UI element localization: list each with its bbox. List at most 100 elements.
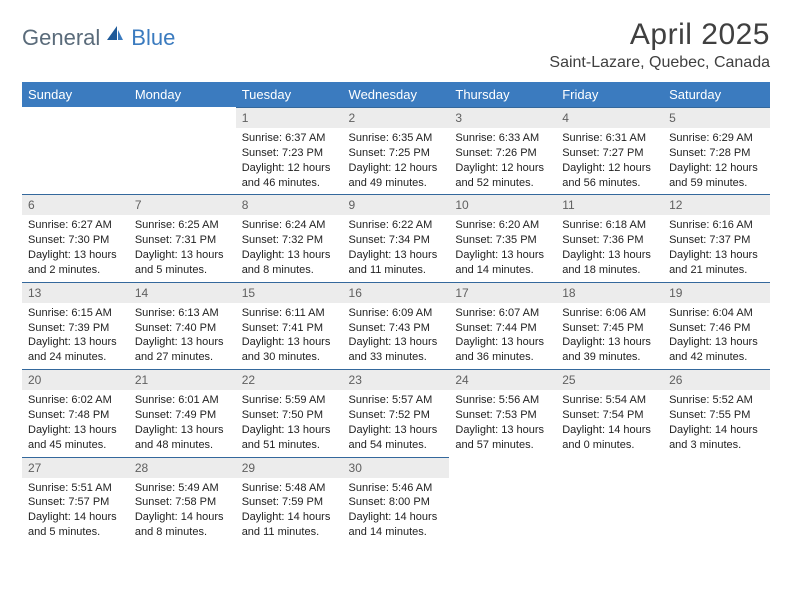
day-body: Sunrise: 6:20 AMSunset: 7:35 PMDaylight:… [449,215,556,281]
calendar-cell [663,457,770,544]
day-number: 7 [129,194,236,215]
sunrise-line: Sunrise: 6:27 AM [28,218,123,233]
daylight-line: Daylight: 13 hours and 54 minutes. [349,423,444,453]
day-header: Tuesday [236,82,343,107]
calendar-cell: 8Sunrise: 6:24 AMSunset: 7:32 PMDaylight… [236,194,343,281]
daylight-line: Daylight: 14 hours and 5 minutes. [28,510,123,540]
day-number: 30 [343,457,450,478]
day-header: Thursday [449,82,556,107]
day-number: 2 [343,107,450,128]
sunset-line: Sunset: 7:55 PM [669,408,764,423]
day-body: Sunrise: 5:51 AMSunset: 7:57 PMDaylight:… [22,478,129,544]
sunrise-line: Sunrise: 6:20 AM [455,218,550,233]
day-body: Sunrise: 5:56 AMSunset: 7:53 PMDaylight:… [449,390,556,456]
calendar-cell: 14Sunrise: 6:13 AMSunset: 7:40 PMDayligh… [129,282,236,369]
header: General Blue April 2025 Saint-Lazare, Qu… [22,18,770,72]
sunset-line: Sunset: 7:44 PM [455,321,550,336]
day-body: Sunrise: 6:27 AMSunset: 7:30 PMDaylight:… [22,215,129,281]
day-number: 1 [236,107,343,128]
calendar-cell: 9Sunrise: 6:22 AMSunset: 7:34 PMDaylight… [343,194,450,281]
sunrise-line: Sunrise: 5:51 AM [28,481,123,496]
sunrise-line: Sunrise: 6:13 AM [135,306,230,321]
sunrise-line: Sunrise: 5:48 AM [242,481,337,496]
day-body: Sunrise: 5:54 AMSunset: 7:54 PMDaylight:… [556,390,663,456]
day-body: Sunrise: 6:24 AMSunset: 7:32 PMDaylight:… [236,215,343,281]
daylight-line: Daylight: 14 hours and 0 minutes. [562,423,657,453]
sunrise-line: Sunrise: 6:02 AM [28,393,123,408]
calendar-head: SundayMondayTuesdayWednesdayThursdayFrid… [22,82,770,107]
sunrise-line: Sunrise: 5:46 AM [349,481,444,496]
sunrise-line: Sunrise: 6:22 AM [349,218,444,233]
day-number: 18 [556,282,663,303]
calendar-cell: 30Sunrise: 5:46 AMSunset: 8:00 PMDayligh… [343,457,450,544]
daylight-line: Daylight: 13 hours and 45 minutes. [28,423,123,453]
day-body: Sunrise: 6:06 AMSunset: 7:45 PMDaylight:… [556,303,663,369]
sunset-line: Sunset: 7:32 PM [242,233,337,248]
sunset-line: Sunset: 7:49 PM [135,408,230,423]
sunset-line: Sunset: 7:25 PM [349,146,444,161]
sunset-line: Sunset: 7:46 PM [669,321,764,336]
daylight-line: Daylight: 13 hours and 5 minutes. [135,248,230,278]
daylight-line: Daylight: 13 hours and 30 minutes. [242,335,337,365]
calendar-cell: 1Sunrise: 6:37 AMSunset: 7:23 PMDaylight… [236,107,343,194]
daylight-line: Daylight: 13 hours and 21 minutes. [669,248,764,278]
sunset-line: Sunset: 7:34 PM [349,233,444,248]
day-body: Sunrise: 6:11 AMSunset: 7:41 PMDaylight:… [236,303,343,369]
day-number: 16 [343,282,450,303]
daylight-line: Daylight: 13 hours and 27 minutes. [135,335,230,365]
day-body: Sunrise: 6:25 AMSunset: 7:31 PMDaylight:… [129,215,236,281]
day-number: 24 [449,369,556,390]
daylight-line: Daylight: 13 hours and 2 minutes. [28,248,123,278]
day-body: Sunrise: 6:01 AMSunset: 7:49 PMDaylight:… [129,390,236,456]
day-number: 27 [22,457,129,478]
daylight-line: Daylight: 13 hours and 42 minutes. [669,335,764,365]
calendar-cell: 19Sunrise: 6:04 AMSunset: 7:46 PMDayligh… [663,282,770,369]
day-body: Sunrise: 6:33 AMSunset: 7:26 PMDaylight:… [449,128,556,194]
sunset-line: Sunset: 7:41 PM [242,321,337,336]
sunset-line: Sunset: 7:27 PM [562,146,657,161]
day-number: 14 [129,282,236,303]
calendar-cell: 29Sunrise: 5:48 AMSunset: 7:59 PMDayligh… [236,457,343,544]
month-title: April 2025 [549,18,770,52]
sunrise-line: Sunrise: 5:52 AM [669,393,764,408]
day-number: 19 [663,282,770,303]
sunset-line: Sunset: 7:50 PM [242,408,337,423]
day-body: Sunrise: 6:04 AMSunset: 7:46 PMDaylight:… [663,303,770,369]
location: Saint-Lazare, Quebec, Canada [549,54,770,72]
sunrise-line: Sunrise: 5:56 AM [455,393,550,408]
calendar-cell: 26Sunrise: 5:52 AMSunset: 7:55 PMDayligh… [663,369,770,456]
sunrise-line: Sunrise: 5:57 AM [349,393,444,408]
day-body: Sunrise: 5:48 AMSunset: 7:59 PMDaylight:… [236,478,343,544]
day-number: 28 [129,457,236,478]
sunset-line: Sunset: 7:59 PM [242,495,337,510]
day-number: 12 [663,194,770,215]
calendar-cell: 4Sunrise: 6:31 AMSunset: 7:27 PMDaylight… [556,107,663,194]
day-header: Monday [129,82,236,107]
daylight-line: Daylight: 12 hours and 52 minutes. [455,161,550,191]
day-number: 15 [236,282,343,303]
sail-icon [105,24,125,47]
sunrise-line: Sunrise: 6:15 AM [28,306,123,321]
daylight-line: Daylight: 14 hours and 3 minutes. [669,423,764,453]
sunset-line: Sunset: 7:57 PM [28,495,123,510]
calendar-cell [129,107,236,194]
sunset-line: Sunset: 7:37 PM [669,233,764,248]
sunrise-line: Sunrise: 6:29 AM [669,131,764,146]
day-body: Sunrise: 6:02 AMSunset: 7:48 PMDaylight:… [22,390,129,456]
calendar-row: 27Sunrise: 5:51 AMSunset: 7:57 PMDayligh… [22,457,770,544]
day-number: 6 [22,194,129,215]
sunrise-line: Sunrise: 6:07 AM [455,306,550,321]
sunset-line: Sunset: 7:23 PM [242,146,337,161]
calendar-cell: 3Sunrise: 6:33 AMSunset: 7:26 PMDaylight… [449,107,556,194]
sunset-line: Sunset: 7:31 PM [135,233,230,248]
sunrise-line: Sunrise: 6:11 AM [242,306,337,321]
daylight-line: Daylight: 14 hours and 11 minutes. [242,510,337,540]
calendar-cell: 27Sunrise: 5:51 AMSunset: 7:57 PMDayligh… [22,457,129,544]
daylight-line: Daylight: 13 hours and 11 minutes. [349,248,444,278]
calendar-table: SundayMondayTuesdayWednesdayThursdayFrid… [22,82,770,544]
day-header-row: SundayMondayTuesdayWednesdayThursdayFrid… [22,82,770,107]
logo: General Blue [22,24,175,51]
sunset-line: Sunset: 7:48 PM [28,408,123,423]
sunrise-line: Sunrise: 6:16 AM [669,218,764,233]
day-body: Sunrise: 6:15 AMSunset: 7:39 PMDaylight:… [22,303,129,369]
